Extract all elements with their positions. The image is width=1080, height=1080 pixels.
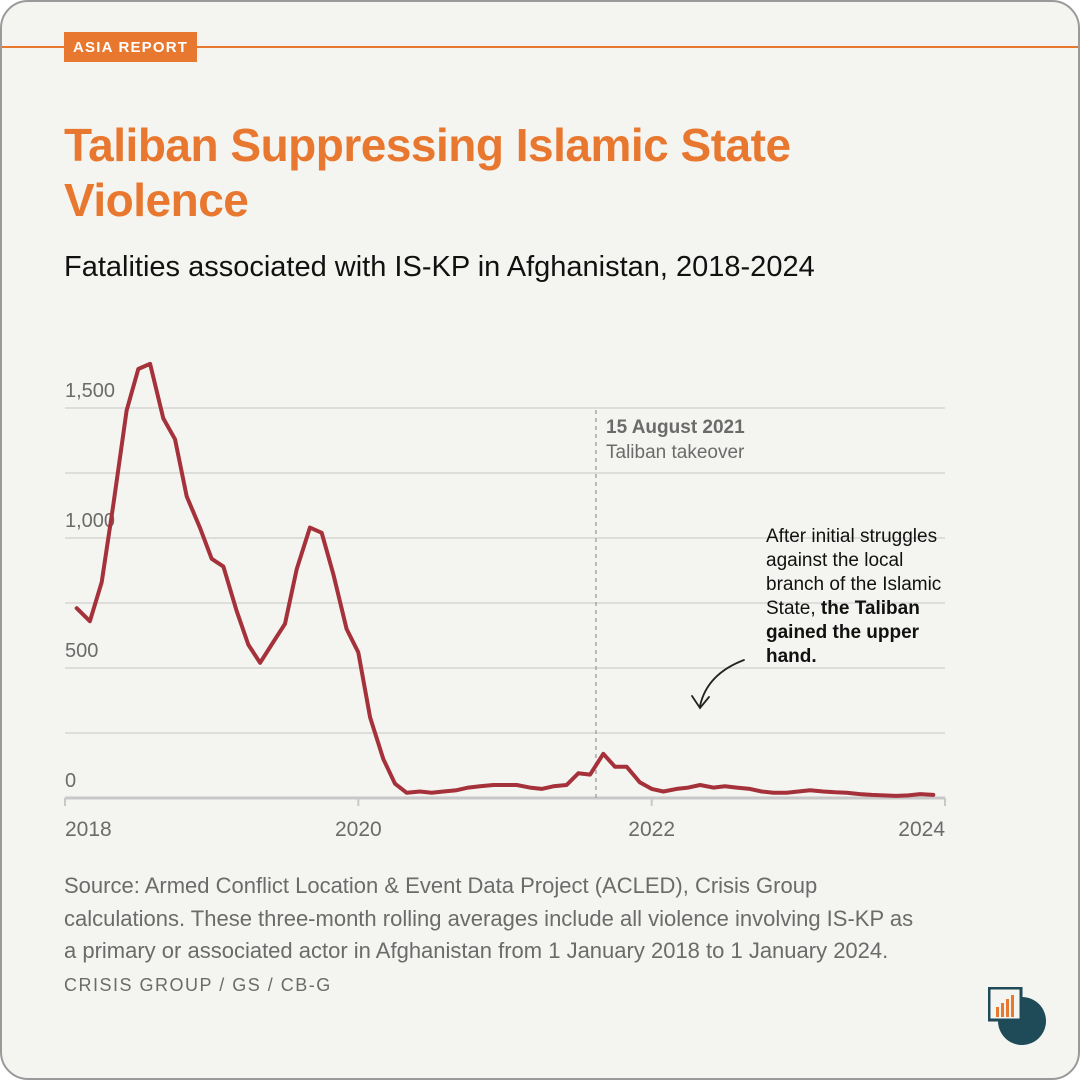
event-name-label: Taliban takeover (606, 442, 745, 463)
note-line-4: State, the Taliban (766, 598, 920, 619)
page-title: Taliban Suppressing Islamic State Violen… (64, 119, 791, 226)
logo-bar (1006, 999, 1009, 1017)
y-tick-label: 1,500 (65, 380, 115, 402)
y-axis-ticks: 0 500 1,000 1,500 (65, 380, 115, 792)
header-rule (2, 46, 1078, 48)
logo-bar (996, 1007, 999, 1017)
chart-subtitle: Fatalities associated with IS-KP in Afgh… (64, 251, 815, 283)
grid-lines (65, 407, 945, 734)
annotation-arrow (691, 659, 745, 710)
x-tick-label: 2024 (898, 818, 945, 841)
y-tick-label: 500 (65, 640, 98, 662)
y-tick-label: 1,000 (65, 510, 115, 532)
note-line-2: against the local (766, 550, 903, 571)
note-line-5: gained the upper (766, 622, 920, 643)
source-note: Source: Armed Conflict Location & Event … (64, 870, 924, 1001)
event-date-label: 15 August 2021 (606, 417, 745, 438)
note-line-4-plain: State, (766, 598, 821, 619)
fatalities-series-line (74, 361, 936, 798)
logo-square (988, 987, 1023, 1022)
x-tick-label: 2022 (628, 818, 675, 841)
note-line-1: After initial struggles (766, 526, 937, 547)
report-badge: ASIA REPORT (64, 32, 198, 62)
note-line-6: hand. (766, 646, 817, 667)
logo-bar (1001, 1003, 1004, 1017)
y-tick-label: 0 (65, 770, 76, 792)
annotation-note: After initial struggles against the loca… (766, 526, 941, 667)
crisis-group-logo (988, 987, 1046, 1045)
note-line-4-bold: the Taliban (821, 598, 920, 619)
logo-bar (1011, 995, 1014, 1017)
x-tick-label: 2020 (335, 818, 382, 841)
x-tick-label: 2018 (65, 818, 112, 841)
x-axis-ticks: 2018 2020 2022 2024 (64, 798, 946, 841)
note-line-3: branch of the Islamic (766, 574, 941, 595)
source-credit: CRISIS GROUP / GS / CB-G (64, 974, 332, 995)
source-text: Source: Armed Conflict Location & Event … (64, 873, 914, 963)
